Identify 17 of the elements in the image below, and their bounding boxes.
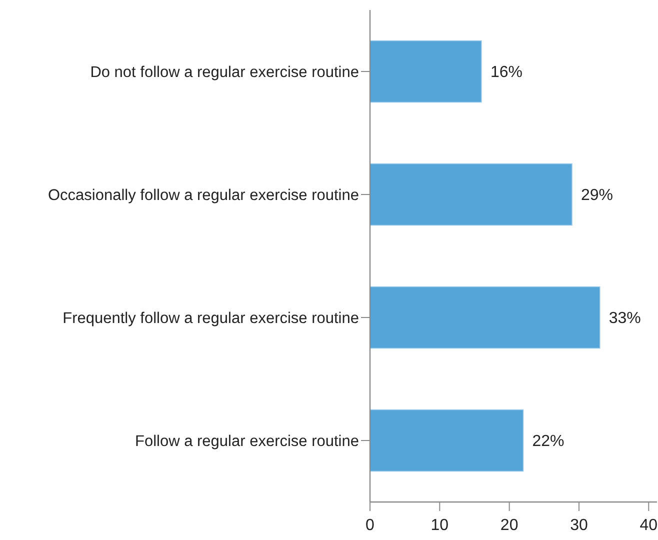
y-tick-label: Do not follow a regular exercise routine: [90, 64, 359, 81]
bar: [370, 409, 524, 472]
x-tick-label: 20: [500, 517, 518, 534]
bar: [370, 286, 600, 349]
x-tick-label: 0: [366, 517, 375, 534]
y-tick-label: Frequently follow a regular exercise routine: [62, 310, 359, 327]
y-tick-label: Follow a regular exercise routine: [135, 432, 359, 450]
data-label: 29%: [581, 187, 614, 204]
data-label: 22%: [532, 433, 564, 450]
bar: [370, 40, 482, 103]
data-label: 16%: [490, 64, 522, 82]
x-tick-label: 10: [430, 517, 449, 534]
x-tick-label: 30: [570, 517, 588, 534]
x-tick-label: 40: [640, 517, 658, 534]
y-tick-label: Occasionally follow a regular exercise routine: [48, 186, 359, 204]
bar: [370, 163, 572, 226]
data-label: 33%: [608, 310, 641, 328]
